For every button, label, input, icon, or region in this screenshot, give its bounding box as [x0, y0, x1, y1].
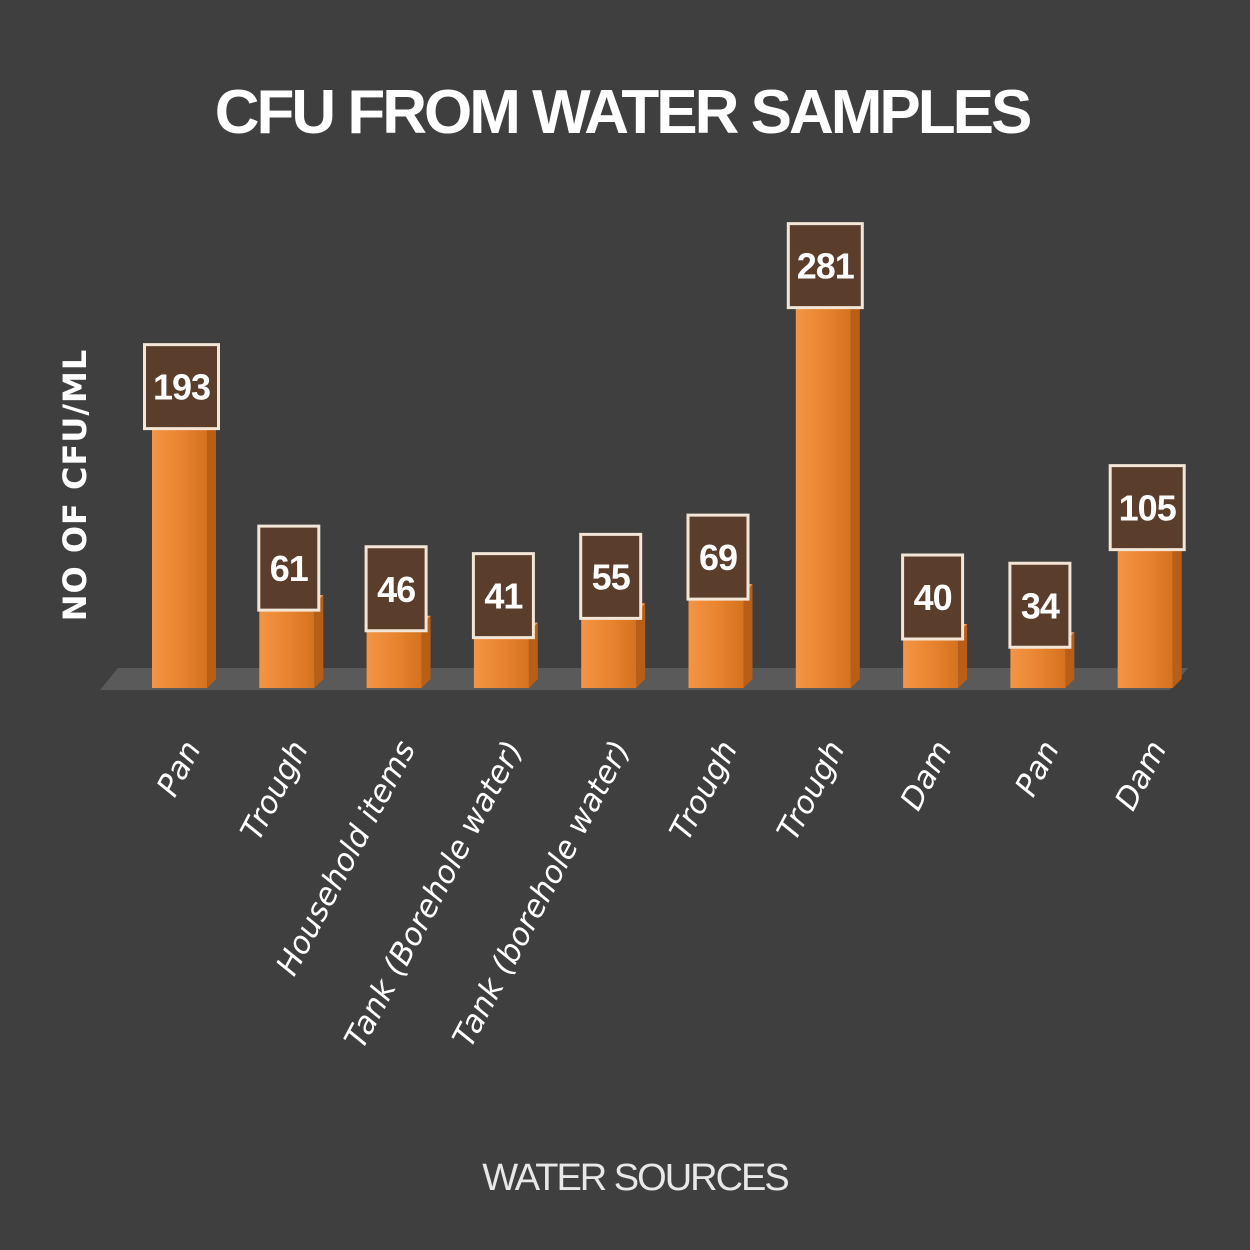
- bar-side: [314, 595, 324, 688]
- bar: [1117, 543, 1173, 688]
- data-label: 281: [797, 246, 855, 287]
- data-label: 34: [1021, 585, 1060, 626]
- bar: [903, 633, 959, 688]
- data-label-box: [143, 343, 220, 431]
- x-tick-label: Pan: [150, 735, 209, 803]
- bar-side: [636, 603, 646, 688]
- data-label-box: [471, 552, 535, 640]
- bar-side: [743, 584, 753, 688]
- x-tick-label: Pan: [1008, 735, 1067, 803]
- data-label: 69: [699, 537, 737, 578]
- data-label: 40: [914, 577, 952, 618]
- x-tick-label: Trough: [770, 735, 852, 847]
- bar-side: [850, 292, 860, 688]
- data-labels: 193 61 46 41 55 69 281 40 34 105: [143, 222, 1186, 649]
- data-label: 55: [592, 556, 631, 597]
- bar: [581, 612, 637, 688]
- data-label: 193: [153, 367, 210, 408]
- bar: [259, 604, 315, 688]
- data-label-box: [901, 553, 965, 641]
- data-label: 41: [484, 576, 523, 617]
- data-label-box: [686, 513, 750, 601]
- x-tick-label: Trough: [234, 735, 316, 847]
- x-axis-label: WATER SOURCES: [482, 1157, 788, 1199]
- data-label-box: [579, 532, 643, 620]
- data-label-box: [257, 524, 321, 612]
- bar: [366, 624, 422, 688]
- bar-side: [207, 413, 216, 688]
- bar: [473, 631, 529, 688]
- x-tick-label: Dam: [1108, 735, 1174, 816]
- data-label: 105: [1119, 488, 1177, 529]
- y-axis-label: NO OF CFU/ML: [56, 349, 94, 622]
- x-tick-label: Trough: [663, 735, 745, 847]
- data-label-box: [1108, 464, 1186, 552]
- data-label: 61: [270, 548, 309, 589]
- chart-title: CFU FROM WATER SAMPLES: [215, 78, 1030, 147]
- data-label-box: [364, 545, 428, 633]
- bar: [152, 422, 207, 688]
- bar: [1010, 641, 1066, 688]
- data-label: 46: [377, 569, 415, 610]
- x-tick-label: Dam: [894, 735, 960, 816]
- bar: [688, 593, 744, 688]
- bar: [795, 301, 851, 688]
- data-label-box: [786, 222, 864, 310]
- bar-side: [1172, 534, 1182, 688]
- bar-side: [421, 615, 431, 688]
- data-label-box: [1008, 561, 1072, 649]
